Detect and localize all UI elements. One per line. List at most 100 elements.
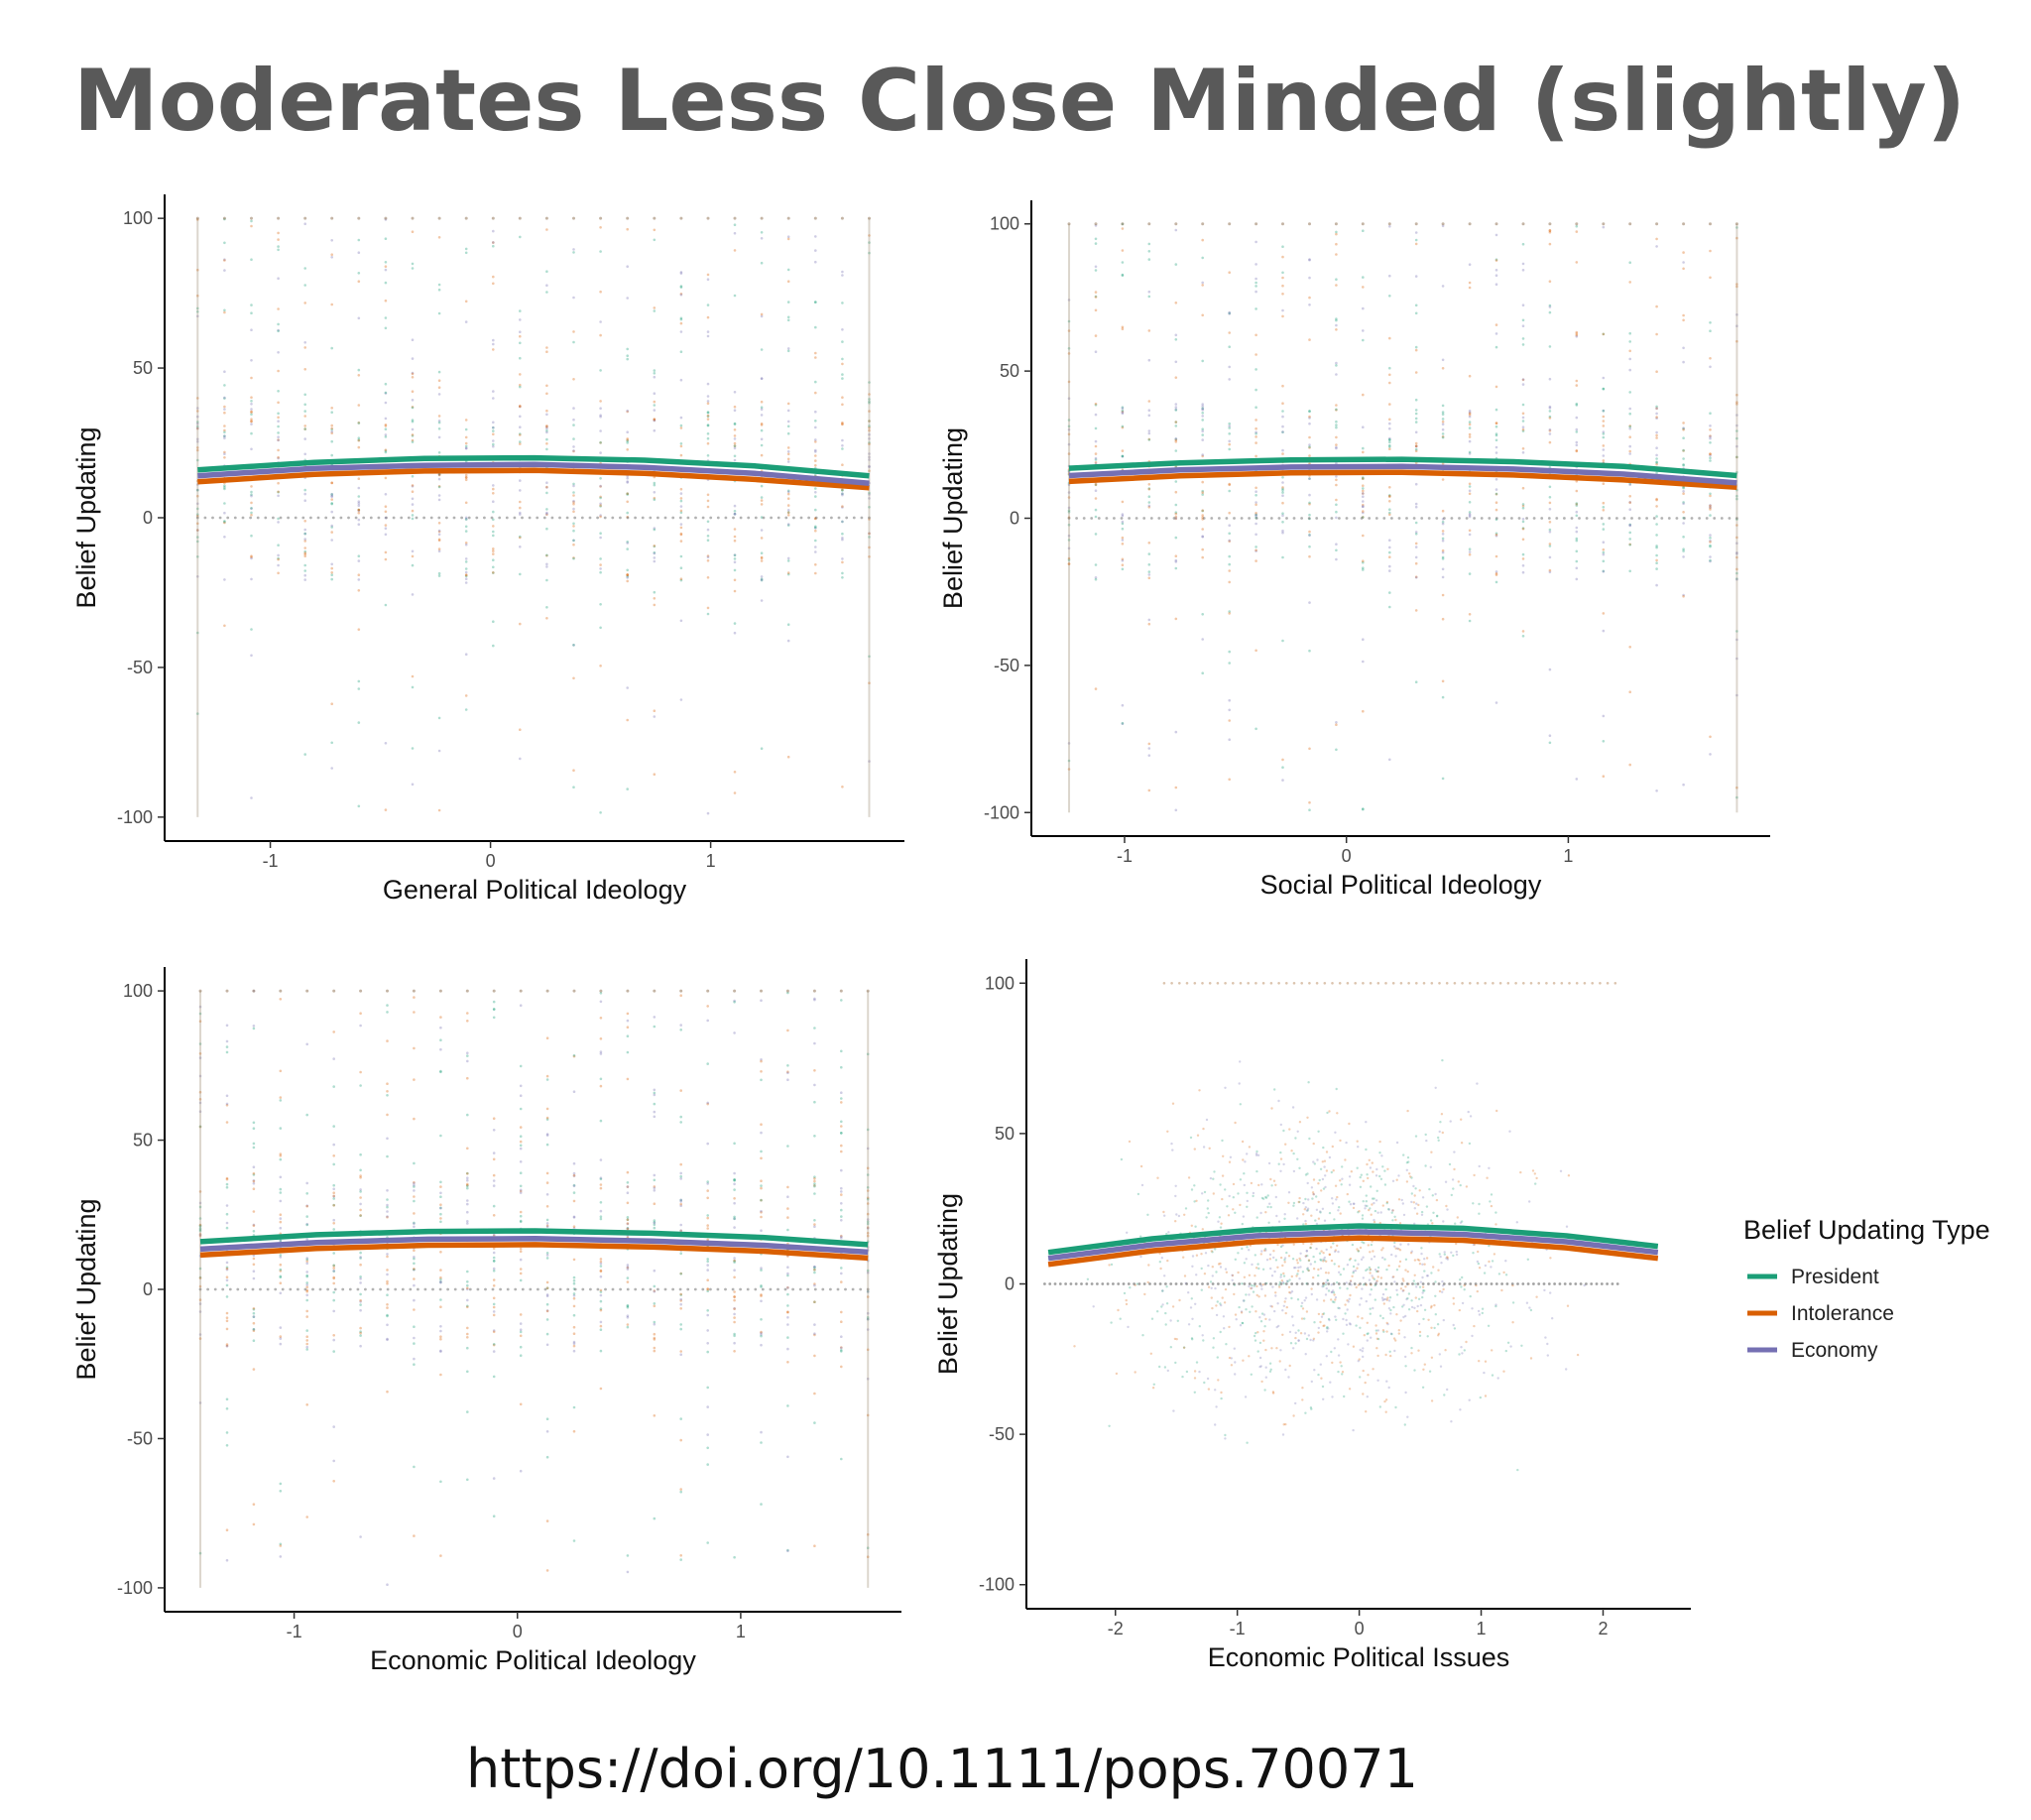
data-point <box>679 1202 682 1206</box>
data-point <box>1431 1194 1435 1197</box>
data-point <box>1200 1267 1203 1271</box>
data-point <box>1395 1293 1399 1296</box>
data-point <box>1067 562 1071 565</box>
data-point <box>626 1170 630 1174</box>
data-point <box>303 346 307 349</box>
data-point <box>694 516 697 520</box>
data-point <box>868 469 871 473</box>
data-point <box>1141 1334 1144 1337</box>
data-point <box>1067 556 1071 560</box>
data-point <box>198 1056 202 1059</box>
data-point <box>813 216 817 220</box>
data-point <box>1190 1188 1194 1191</box>
x-tick-label: 0 <box>1342 846 1352 866</box>
data-point <box>653 392 657 396</box>
data-point <box>1121 543 1125 546</box>
data-point <box>1468 572 1472 575</box>
data-point <box>1602 506 1606 509</box>
data-point <box>626 227 629 231</box>
data-point <box>1082 517 1086 520</box>
data-point <box>1219 1266 1223 1269</box>
data-point <box>1468 550 1472 553</box>
data-point <box>330 424 334 427</box>
data-point <box>572 1199 576 1203</box>
data-point <box>1373 1255 1376 1259</box>
data-point <box>1521 318 1525 322</box>
data-point <box>1152 1383 1156 1387</box>
data-point <box>1092 1305 1095 1308</box>
data-point <box>1254 290 1257 294</box>
data-point <box>1252 1194 1254 1198</box>
data-point <box>225 989 229 993</box>
data-point <box>716 516 720 520</box>
data-point <box>386 1210 389 1213</box>
data-point <box>1135 517 1138 520</box>
data-point <box>626 718 629 722</box>
data-point <box>1602 528 1606 531</box>
data-point <box>733 446 737 450</box>
data-point <box>1353 1282 1357 1285</box>
data-point <box>1243 1275 1247 1279</box>
data-point <box>1441 1131 1445 1135</box>
data-point <box>1067 452 1071 455</box>
data-point <box>1510 1282 1514 1285</box>
data-point <box>1346 1192 1350 1196</box>
data-point <box>1290 1150 1293 1153</box>
data-point <box>294 516 298 520</box>
data-point <box>359 1344 362 1348</box>
data-point <box>330 539 334 542</box>
data-point <box>1403 1336 1406 1339</box>
data-point <box>786 1310 789 1314</box>
data-point <box>1067 329 1071 332</box>
data-point <box>545 1294 549 1297</box>
data-point <box>1361 1287 1364 1290</box>
data-point <box>1709 555 1712 558</box>
data-point <box>1374 517 1378 520</box>
data-point <box>1494 222 1498 226</box>
data-point <box>786 402 790 406</box>
data-point <box>1258 1282 1262 1285</box>
data-point <box>1468 452 1472 455</box>
data-point <box>439 1251 442 1254</box>
data-point <box>841 302 844 304</box>
data-point <box>634 1287 638 1291</box>
data-point <box>250 311 253 315</box>
data-point <box>1194 1302 1197 1306</box>
data-point <box>519 385 522 389</box>
data-point <box>1655 436 1658 439</box>
data-point <box>868 216 871 220</box>
data-point <box>626 448 629 451</box>
data-point <box>439 1281 442 1284</box>
data-point <box>437 494 441 497</box>
data-point <box>1284 1422 1287 1426</box>
data-point <box>386 1189 389 1192</box>
data-point <box>1228 422 1231 425</box>
data-point <box>303 393 307 397</box>
data-point <box>1243 1183 1247 1187</box>
data-point <box>1147 542 1151 545</box>
data-point <box>1094 334 1098 337</box>
data-point <box>760 1198 763 1202</box>
data-point <box>1682 267 1685 271</box>
data-point <box>1232 1182 1236 1186</box>
data-point <box>1121 557 1125 561</box>
data-point <box>384 742 388 745</box>
data-point <box>634 516 637 520</box>
data-point <box>706 1287 709 1290</box>
data-point <box>1260 1287 1263 1290</box>
data-point <box>1201 555 1204 559</box>
data-point <box>679 216 683 220</box>
data-point <box>1357 1250 1361 1253</box>
data-point <box>411 406 415 410</box>
data-point <box>545 346 548 349</box>
data-point <box>1494 518 1498 521</box>
data-point <box>1735 324 1738 328</box>
data-point <box>572 482 575 486</box>
data-point <box>1363 1334 1367 1337</box>
data-point <box>1343 1282 1346 1285</box>
series-line-economy <box>1068 463 1737 486</box>
data-point <box>868 452 871 455</box>
data-point <box>1279 1123 1283 1127</box>
data-point <box>1376 1270 1379 1274</box>
data-point <box>1252 1290 1255 1293</box>
